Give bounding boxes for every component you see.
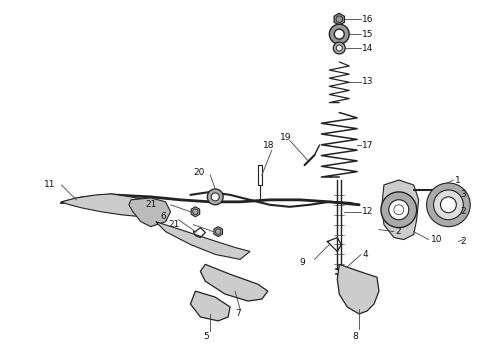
Text: 17: 17 bbox=[362, 141, 373, 150]
Text: 21: 21 bbox=[169, 220, 180, 229]
Circle shape bbox=[207, 189, 223, 205]
Circle shape bbox=[336, 45, 342, 51]
Circle shape bbox=[381, 192, 416, 228]
Text: 10: 10 bbox=[431, 235, 442, 244]
Text: 6: 6 bbox=[161, 212, 167, 221]
Text: 8: 8 bbox=[352, 332, 358, 341]
Text: 5: 5 bbox=[203, 332, 209, 341]
Text: 13: 13 bbox=[362, 77, 373, 86]
Circle shape bbox=[334, 29, 344, 39]
Text: 16: 16 bbox=[362, 15, 373, 24]
Polygon shape bbox=[334, 13, 344, 25]
Polygon shape bbox=[337, 264, 379, 314]
Text: 11: 11 bbox=[44, 180, 55, 189]
Polygon shape bbox=[191, 207, 200, 217]
Polygon shape bbox=[382, 180, 418, 239]
Circle shape bbox=[441, 197, 456, 213]
Text: 18: 18 bbox=[263, 141, 274, 150]
Text: 19: 19 bbox=[280, 133, 291, 142]
Text: 15: 15 bbox=[362, 30, 373, 39]
Circle shape bbox=[333, 42, 345, 54]
Text: 7: 7 bbox=[235, 310, 241, 319]
Text: 2: 2 bbox=[460, 207, 466, 216]
Circle shape bbox=[329, 24, 349, 44]
Circle shape bbox=[434, 190, 464, 220]
Polygon shape bbox=[191, 291, 230, 321]
Circle shape bbox=[211, 193, 219, 201]
Text: 20: 20 bbox=[194, 167, 205, 176]
Polygon shape bbox=[129, 198, 171, 227]
Text: 1: 1 bbox=[455, 176, 461, 185]
Circle shape bbox=[427, 183, 470, 227]
Text: 21: 21 bbox=[146, 200, 157, 209]
Polygon shape bbox=[200, 264, 268, 301]
Text: 9: 9 bbox=[299, 258, 305, 267]
Text: 14: 14 bbox=[362, 44, 373, 53]
Polygon shape bbox=[156, 222, 250, 260]
Text: 2: 2 bbox=[396, 227, 401, 236]
Text: 4: 4 bbox=[362, 250, 368, 259]
Circle shape bbox=[389, 200, 409, 220]
Polygon shape bbox=[214, 227, 222, 237]
Polygon shape bbox=[61, 194, 161, 217]
Text: 3: 3 bbox=[460, 190, 466, 199]
Circle shape bbox=[389, 200, 409, 220]
Circle shape bbox=[394, 205, 404, 215]
Text: 12: 12 bbox=[362, 207, 373, 216]
Text: 2: 2 bbox=[460, 237, 466, 246]
